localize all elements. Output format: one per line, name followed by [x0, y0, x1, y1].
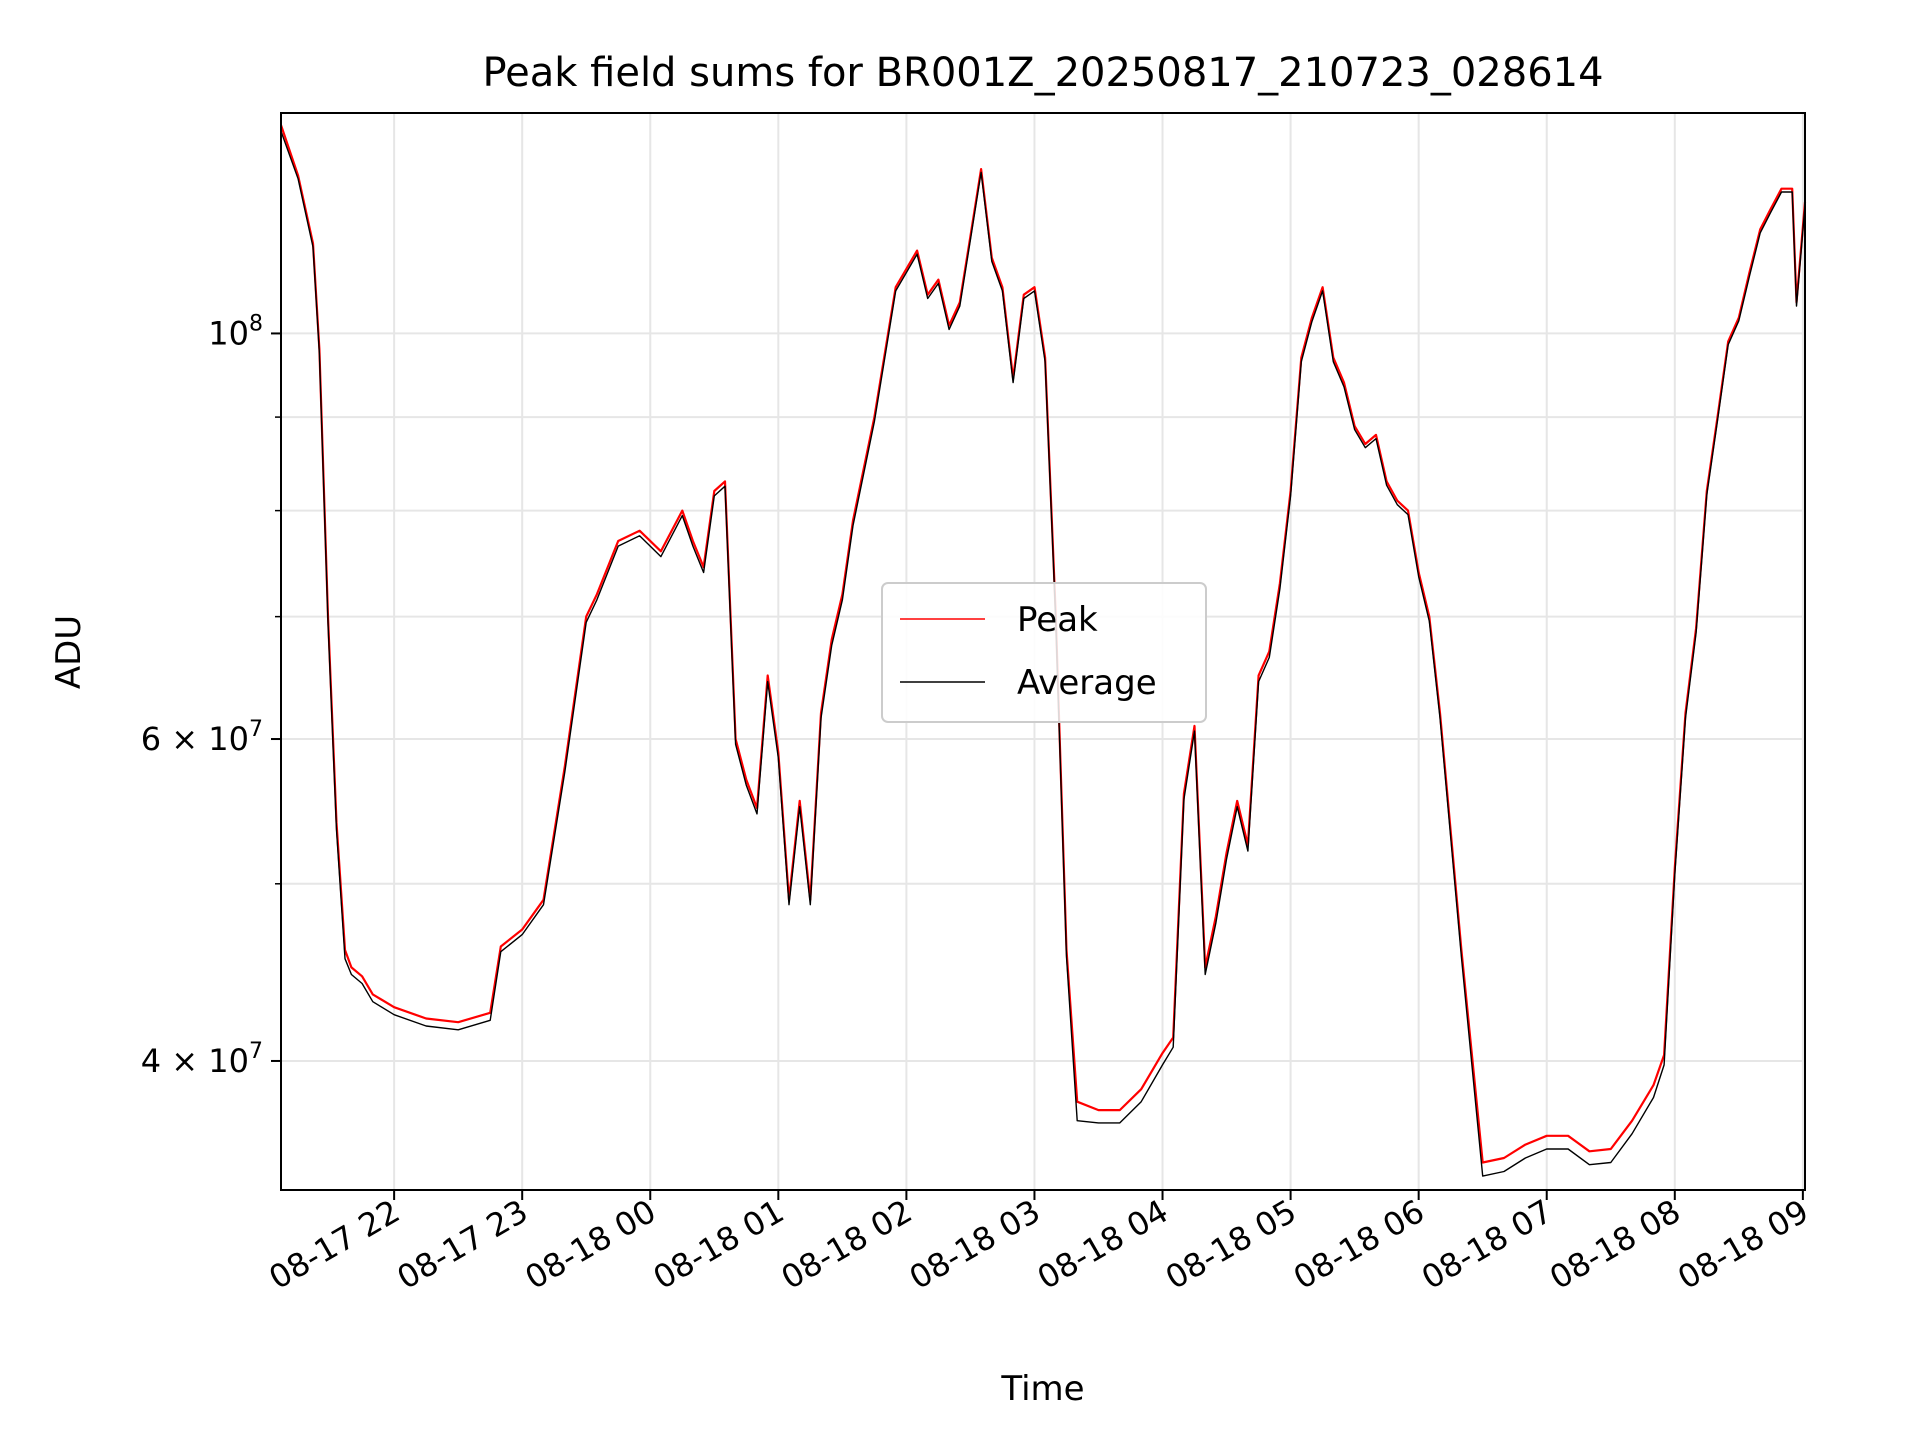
series-line-average: [280, 131, 1806, 1177]
y-tick-label: 108: [208, 311, 263, 352]
chart-title: Peak field sums for BR001Z_20250817_2107…: [482, 50, 1603, 96]
legend-box: [881, 582, 1207, 723]
y-tick-label: 4 × 107: [141, 1039, 263, 1080]
legend-label-average: Average: [1017, 663, 1157, 703]
x-axis-label: Time: [1000, 1369, 1084, 1409]
y-axis-label: ADU: [49, 615, 89, 689]
plot-frame: [280, 112, 1806, 1191]
legend: Peak Average: [881, 582, 1207, 723]
y-tick-label: 6 × 107: [141, 717, 263, 758]
legend-label-peak: Peak: [1017, 600, 1098, 640]
y-axis-ticks: 4 × 107 6 × 107 108: [141, 311, 281, 1080]
series-lines: [279, 124, 1807, 1177]
